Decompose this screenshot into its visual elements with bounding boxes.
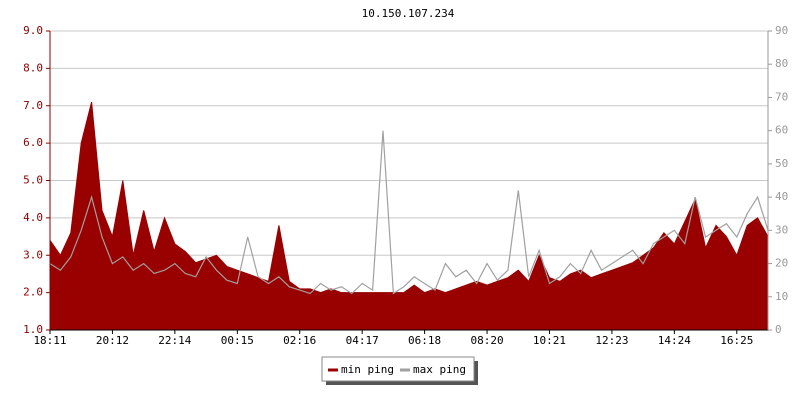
y2-tick-label: 80 bbox=[775, 57, 788, 70]
min-area bbox=[49, 101, 769, 331]
chart-title: 10.150.107.234 bbox=[362, 7, 455, 20]
y2-tick-label: 90 bbox=[775, 24, 788, 37]
y-tick-label: 1.0 bbox=[23, 323, 43, 336]
x-tick-label: 22:14 bbox=[158, 334, 191, 347]
y2-tick-label: 50 bbox=[775, 157, 788, 170]
legend-box bbox=[321, 356, 475, 382]
x-tick-label: 00:15 bbox=[221, 334, 254, 347]
x-tick-label: 16:25 bbox=[720, 334, 753, 347]
y2-tick-label: 30 bbox=[775, 223, 788, 236]
y-tick-label: 7.0 bbox=[23, 99, 43, 112]
x-tick-label: 20:12 bbox=[96, 334, 129, 347]
y2-tick-label: 70 bbox=[775, 90, 788, 103]
x-tick-label: 06:18 bbox=[408, 334, 441, 347]
legend-label: min ping bbox=[341, 363, 394, 376]
y-tick-label: 3.0 bbox=[23, 248, 43, 261]
y2-tick-label: 40 bbox=[775, 190, 788, 203]
x-tick-label: 12:23 bbox=[595, 334, 628, 347]
y2-tick-label: 10 bbox=[775, 290, 788, 303]
x-tick-label: 04:17 bbox=[346, 334, 379, 347]
x-tick-label: 02:16 bbox=[283, 334, 316, 347]
y-tick-label: 5.0 bbox=[23, 174, 43, 187]
y-tick-label: 2.0 bbox=[23, 286, 43, 299]
max-line bbox=[49, 130, 769, 295]
y-tick-label: 6.0 bbox=[23, 136, 43, 149]
x-tick-label: 10:21 bbox=[533, 334, 566, 347]
x-tick-label: 18:11 bbox=[33, 334, 66, 347]
y2-tick-label: 0 bbox=[775, 323, 782, 336]
y-tick-label: 9.0 bbox=[23, 24, 43, 37]
legend-label: max ping bbox=[413, 363, 466, 376]
x-tick-label: 08:20 bbox=[470, 334, 503, 347]
y-tick-label: 4.0 bbox=[23, 211, 43, 224]
y2-tick-label: 20 bbox=[775, 257, 788, 270]
y-tick-label: 8.0 bbox=[23, 61, 43, 74]
y2-tick-label: 60 bbox=[775, 124, 788, 137]
x-tick-label: 14:24 bbox=[658, 334, 691, 347]
